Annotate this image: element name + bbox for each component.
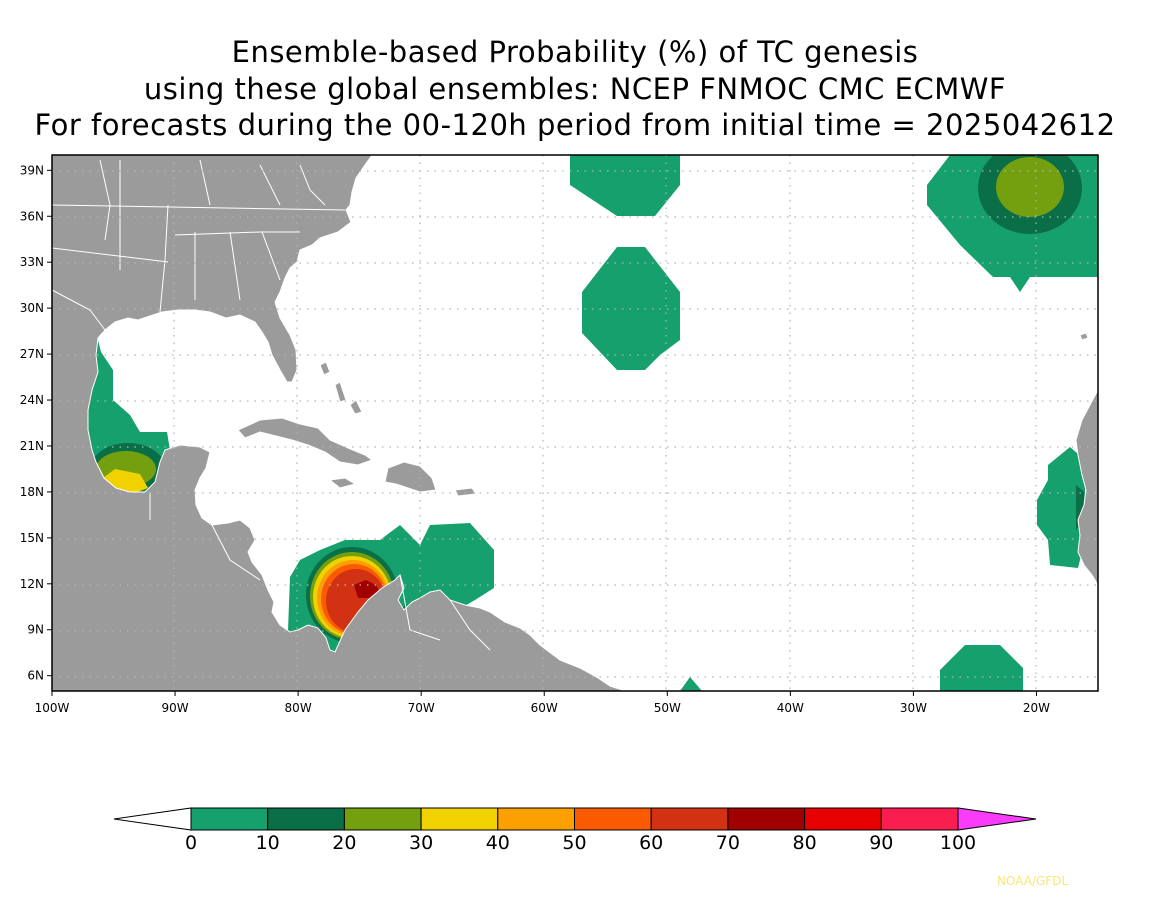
lat-tick-label: 33N [20,255,44,269]
colorbar-segment [497,807,575,831]
puerto-rico-island [454,487,477,497]
lon-tick-label: 90W [161,701,188,715]
lat-tick-label: 6N [27,669,44,683]
colorbar-segment [727,807,806,831]
colorbar-high-triangle [957,807,1037,831]
colorbar [113,807,1037,831]
lon-tick-label: 70W [408,701,435,715]
colorbar-label: 50 [562,832,587,854]
colorbar-label: 70 [715,832,740,854]
colorbar-segment [574,807,652,831]
bahamas-islands [319,361,363,415]
lon-tick-label: 80W [285,701,312,715]
colorbar-label: 100 [939,832,977,854]
lat-tick-label: 30N [20,301,44,315]
colorbar-low-triangle [113,807,192,831]
colorbar-label: 60 [639,832,664,854]
colorbar-segment [880,807,959,831]
lon-tick-label: 60W [531,701,558,715]
title-line-1: Ensemble-based Probability (%) of TC gen… [231,35,919,69]
contour-20-30-atlantic-ne [996,157,1064,217]
colorbar-segment [650,807,729,831]
canary-islands [1079,332,1089,341]
colorbar-segment [190,807,269,831]
contour-0-10-south-2 [680,677,702,691]
colorbar-segment [343,807,422,831]
plot-frame [51,154,1099,692]
lon-tick-label: 100W [35,701,70,715]
colorbar-label: 30 [409,832,434,854]
credit-label: NOAA/GFDL [997,874,1069,888]
colorbar-segment [804,807,882,831]
lon-tick-label: 30W [900,701,927,715]
lat-tick-label: 27N [20,347,44,361]
lat-tick-label: 21N [20,439,44,453]
title-line-2: using these global ensembles: NCEP FNMOC… [143,72,1007,106]
cuba-island [237,417,374,466]
colorbar-segment [420,807,499,831]
lat-tick-label: 15N [20,531,44,545]
lat-tick-label: 9N [27,623,44,637]
axis-ticks [47,169,1037,696]
colorbar-label: 90 [869,832,894,854]
lon-tick-label: 40W [777,701,804,715]
colorbar-label: 40 [485,832,510,854]
latitude-labels: 39N 36N 33N 30N 27N 24N 21N 18N 15N 12N 9N 6N [20,163,44,682]
lon-tick-label: 20W [1023,701,1050,715]
contour-0-10-south-1 [940,645,1023,691]
africa-land [1075,389,1098,586]
lat-tick-label: 12N [20,577,44,591]
colorbar-label: 20 [332,832,357,854]
lat-tick-label: 36N [20,209,44,223]
lon-tick-label: 50W [654,701,681,715]
contour-0-10-cape-verde [1037,447,1085,568]
political-borders [52,159,491,651]
colorbar-label: 10 [255,832,280,854]
contour-0-10-atlantic-north [570,155,680,216]
longitude-labels: 100W 90W 80W 70W 60W 50W 40W 30W 20W [35,701,1051,715]
title-line-3: For forecasts during the 00-120h period … [34,108,1116,142]
colorbar-label: 0 [184,832,198,854]
lat-tick-label: 24N [20,393,44,407]
colorbar-label: 80 [792,832,817,854]
colorbar-segment [267,807,345,831]
hispaniola-island [384,461,437,493]
lat-tick-label: 18N [20,485,44,499]
lat-tick-label: 39N [20,163,44,177]
jamaica-island [328,477,357,489]
